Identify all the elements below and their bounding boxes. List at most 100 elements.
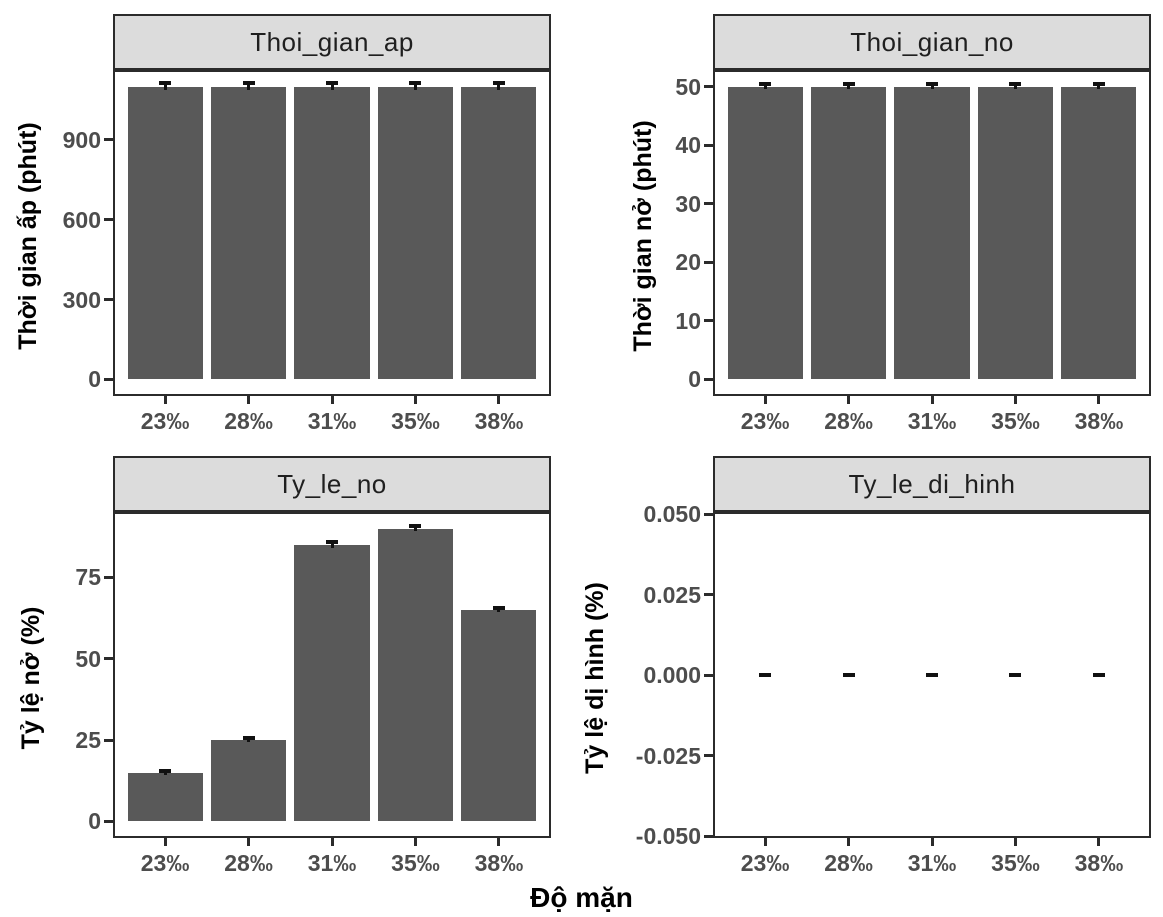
bar: [127, 86, 203, 380]
y-tick-mark: [104, 138, 113, 142]
x-tick-mark: [930, 394, 934, 404]
x-tick-mark: [1013, 836, 1017, 846]
error-stem: [1013, 84, 1017, 89]
error-stem: [247, 83, 251, 90]
y-tick-label: 0.050: [643, 501, 701, 527]
y-tick-mark: [704, 512, 713, 516]
y-tick-mark: [704, 143, 713, 147]
y-tick-label: 0.025: [643, 581, 701, 608]
y-tick-mark: [704, 202, 713, 206]
error-cap: [159, 768, 172, 773]
x-tick-mark: [1097, 836, 1101, 846]
bar: [894, 86, 970, 380]
error-stem: [330, 83, 334, 90]
y-tick-label: 10: [675, 307, 701, 334]
x-tick-mark: [847, 394, 851, 404]
y-tick-label: 75: [75, 564, 101, 591]
x-tick-mark: [163, 836, 167, 846]
x-tick-label: 28‰: [224, 408, 273, 434]
y-tick-mark: [704, 377, 713, 381]
x-tick-label: 35‰: [391, 408, 440, 434]
facet-strip: Thoi_gian_no: [713, 14, 1151, 68]
x-tick-label: 28‰: [824, 408, 873, 434]
x-tick-label: 31‰: [307, 408, 357, 434]
bar: [127, 772, 203, 822]
facet-ty-le-di-hinh: Ty_le_di_hinh -0.050 -0.025 0.000 0.025 0.05…: [636, 456, 1151, 876]
y-tick-mark: [104, 575, 113, 579]
error-stem: [1097, 84, 1101, 89]
y-tick-mark: [104, 819, 113, 823]
bar: [1061, 86, 1137, 380]
y-tick-label: 25: [75, 727, 101, 754]
x-tick-mark: [1097, 394, 1101, 404]
y-tick-mark: [704, 754, 713, 757]
error-stem: [497, 83, 501, 90]
bar: [377, 528, 453, 822]
error-cap: [492, 81, 505, 86]
y-tick-mark: [104, 298, 113, 302]
x-tick-mark: [497, 836, 501, 846]
x-tick-label: 38‰: [1074, 408, 1124, 434]
error-stem: [847, 84, 851, 89]
y-tick-mark: [104, 218, 113, 222]
y-tick-mark: [104, 377, 113, 381]
y-tick-label: 40: [675, 132, 701, 159]
y-axis-title-thoi-gian-ap: Thời gian ấp (phút): [14, 122, 42, 350]
x-tick-label: 23‰: [140, 850, 190, 876]
x-tick-label: 35‰: [991, 850, 1040, 876]
error-stem: [763, 84, 767, 89]
y-tick-label: 0: [88, 366, 101, 393]
x-tick-mark: [247, 394, 251, 404]
y-axis-title-ty-le-di-hinh: Tỷ lệ dị hình (%): [581, 582, 609, 774]
bar: [977, 86, 1053, 380]
error-cap: [159, 81, 172, 86]
x-tick-label: 38‰: [1074, 850, 1124, 876]
x-tick-label: 31‰: [907, 850, 957, 876]
y-tick-mark: [704, 673, 713, 677]
x-tick-mark: [330, 394, 334, 404]
y-axis-title-thoi-gian-no: Thời gian nở (phút): [629, 120, 657, 352]
plot-panel-ty-le-no: 0 25 50 75 23‰ 28‰ 31‰ 35‰ 38‰: [75, 510, 551, 876]
x-axis-title: Độ mặn: [530, 882, 633, 913]
y-tick-label: 30: [675, 190, 701, 217]
bar: [294, 86, 370, 380]
error-cap: [926, 673, 938, 677]
y-tick-label: 50: [675, 73, 701, 100]
y-tick-label: 300: [62, 286, 101, 313]
x-tick-mark: [1013, 394, 1017, 404]
bar: [210, 86, 287, 380]
x-tick-mark: [413, 836, 417, 846]
y-tick-mark: [704, 593, 713, 596]
error-cap: [759, 673, 772, 677]
y-tick-mark: [104, 738, 113, 742]
x-tick-mark: [413, 394, 417, 404]
error-cap: [409, 524, 422, 529]
facet-strip: Ty_le_di_hinh: [713, 456, 1151, 510]
y-tick-mark: [704, 85, 713, 89]
y-tick-label: 900: [62, 126, 101, 153]
y-tick-label: 0: [88, 808, 101, 835]
facet-thoi-gian-no: Thoi_gian_no 0 10 20 30 40 50 23‰ 28‰ 31‰ 35‰ 38‰: [675, 14, 1151, 434]
y-tick-mark: [704, 834, 713, 838]
x-tick-label: 31‰: [307, 850, 357, 876]
y-tick-label: -0.025: [635, 742, 701, 769]
error-cap: [926, 82, 938, 87]
y-tick-mark: [704, 319, 713, 323]
facet-title: Ty_le_di_hinh: [848, 468, 1016, 499]
x-tick-label: 28‰: [224, 850, 273, 876]
error-cap: [326, 81, 338, 86]
error-stem: [413, 83, 417, 90]
error-cap: [1009, 82, 1022, 87]
y-tick-label: 0.000: [643, 662, 701, 688]
x-tick-label: 23‰: [740, 408, 790, 434]
y-tick-mark: [104, 657, 113, 661]
x-tick-mark: [247, 836, 251, 846]
error-cap: [409, 81, 422, 86]
x-tick-mark: [763, 836, 767, 846]
facet-title: Ty_le_no: [277, 468, 387, 499]
x-tick-label: 31‰: [907, 408, 957, 434]
x-tick-label: 28‰: [824, 850, 873, 876]
x-tick-label: 35‰: [391, 850, 440, 876]
facet-title: Thoi_gian_ap: [250, 26, 414, 57]
error-cap: [842, 82, 855, 87]
